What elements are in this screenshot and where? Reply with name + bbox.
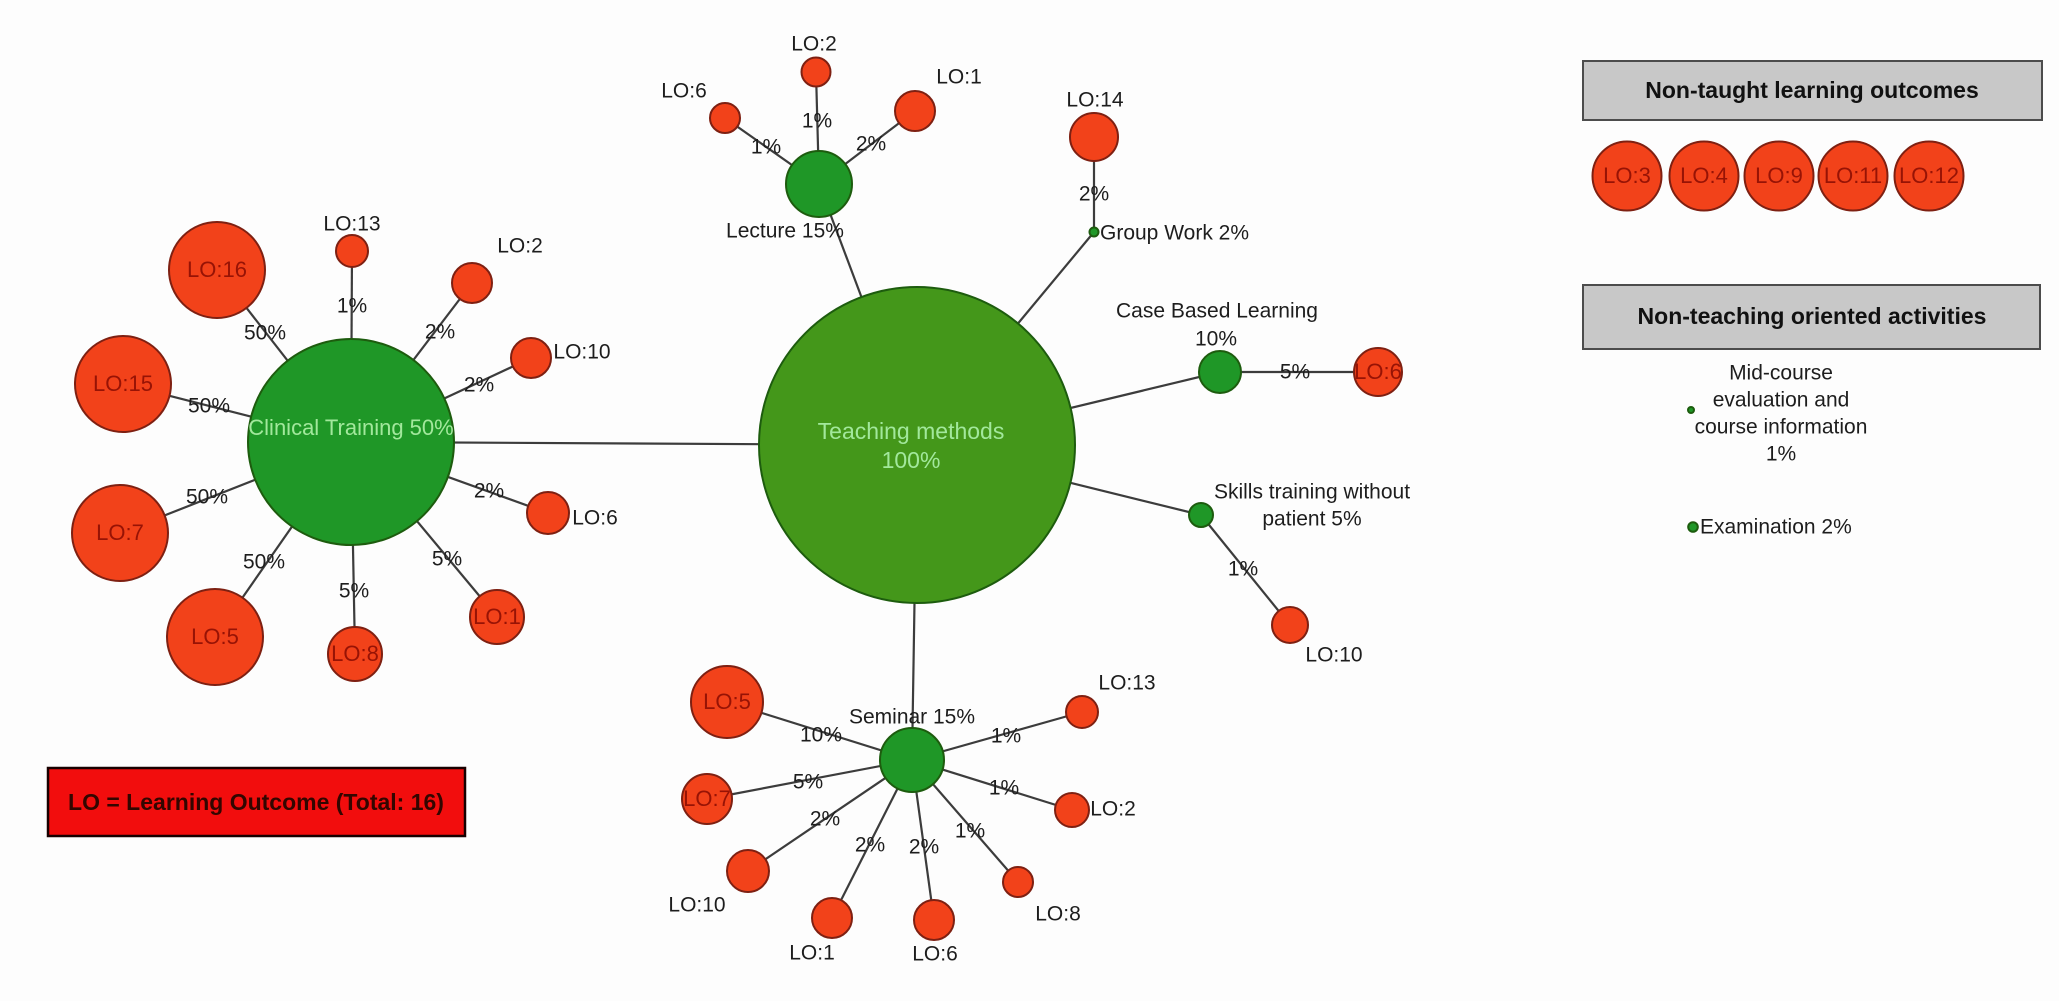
svg-text:Skills training without: Skills training without — [1214, 481, 1410, 504]
svg-text:LO:3: LO:3 — [1603, 163, 1651, 188]
svg-text:LO:2: LO:2 — [1090, 798, 1136, 821]
svg-text:LO:2: LO:2 — [791, 33, 837, 56]
svg-text:course information: course information — [1695, 416, 1868, 439]
svg-text:LO:2: LO:2 — [497, 235, 543, 258]
svg-text:2%: 2% — [856, 133, 886, 156]
svg-text:Clinical Training 50%: Clinical Training 50% — [248, 415, 453, 440]
svg-text:1%: 1% — [1228, 558, 1258, 581]
svg-text:LO:12: LO:12 — [1899, 163, 1959, 188]
svg-text:1%: 1% — [802, 110, 832, 133]
svg-text:2%: 2% — [810, 808, 840, 831]
svg-text:LO:1: LO:1 — [936, 66, 982, 89]
svg-text:1%: 1% — [337, 295, 367, 318]
svg-text:LO:5: LO:5 — [191, 624, 239, 649]
svg-text:2%: 2% — [425, 321, 455, 344]
svg-text:LO:7: LO:7 — [683, 786, 731, 811]
svg-text:LO:15: LO:15 — [93, 371, 153, 396]
svg-text:Examination 2%: Examination 2% — [1700, 516, 1852, 539]
svg-text:2%: 2% — [464, 374, 494, 397]
svg-text:1%: 1% — [1766, 443, 1796, 466]
svg-text:LO = Learning Outcome (Total:: LO = Learning Outcome (Total: 16) — [68, 789, 444, 815]
svg-text:LO:10: LO:10 — [668, 894, 725, 917]
svg-text:1%: 1% — [955, 820, 985, 843]
svg-text:LO:8: LO:8 — [331, 641, 379, 666]
svg-text:LO:6: LO:6 — [1354, 359, 1402, 384]
svg-text:Group Work 2%: Group Work 2% — [1100, 222, 1249, 245]
svg-text:evaluation and: evaluation and — [1713, 389, 1850, 412]
svg-text:Non-teaching oriented activiti: Non-teaching oriented activities — [1638, 303, 1987, 329]
svg-text:LO:11: LO:11 — [1824, 163, 1882, 188]
svg-text:50%: 50% — [243, 551, 285, 574]
svg-text:5%: 5% — [339, 580, 369, 603]
svg-text:Mid-course: Mid-course — [1729, 362, 1833, 385]
svg-text:5%: 5% — [432, 548, 462, 571]
svg-text:LO:13: LO:13 — [1098, 672, 1155, 695]
svg-text:1%: 1% — [991, 725, 1021, 748]
svg-text:LO:1: LO:1 — [789, 942, 835, 965]
svg-text:Case Based Learning: Case Based Learning — [1116, 300, 1318, 323]
svg-text:1%: 1% — [751, 136, 781, 159]
svg-text:LO:7: LO:7 — [96, 520, 144, 545]
svg-text:LO:10: LO:10 — [553, 341, 610, 364]
svg-text:2%: 2% — [474, 480, 504, 503]
svg-text:10%: 10% — [1195, 328, 1237, 351]
svg-text:2%: 2% — [909, 836, 939, 859]
svg-text:50%: 50% — [244, 322, 286, 345]
svg-text:patient 5%: patient 5% — [1262, 508, 1361, 531]
svg-text:50%: 50% — [186, 486, 228, 509]
svg-text:LO:5: LO:5 — [703, 689, 751, 714]
svg-text:100%: 100% — [882, 447, 941, 473]
svg-text:1%: 1% — [989, 777, 1019, 800]
svg-text:LO:16: LO:16 — [187, 257, 247, 282]
svg-text:LO:6: LO:6 — [572, 507, 618, 530]
svg-text:LO:6: LO:6 — [661, 80, 707, 103]
svg-text:2%: 2% — [855, 834, 885, 857]
svg-text:Non-taught learning outcomes: Non-taught learning outcomes — [1645, 77, 1979, 103]
svg-text:Lecture 15%: Lecture 15% — [726, 220, 844, 243]
svg-text:5%: 5% — [1280, 361, 1310, 384]
svg-text:LO:13: LO:13 — [323, 213, 380, 236]
svg-text:LO:10: LO:10 — [1305, 644, 1362, 667]
svg-text:LO:4: LO:4 — [1680, 163, 1728, 188]
svg-text:10%: 10% — [800, 724, 842, 747]
svg-text:LO:6: LO:6 — [912, 943, 958, 966]
svg-text:5%: 5% — [793, 771, 823, 794]
svg-text:Teaching methods: Teaching methods — [818, 418, 1005, 444]
svg-text:2%: 2% — [1079, 183, 1109, 206]
svg-text:LO:14: LO:14 — [1066, 89, 1124, 112]
svg-text:LO:1: LO:1 — [473, 604, 521, 629]
svg-text:LO:8: LO:8 — [1035, 903, 1081, 926]
svg-text:Seminar 15%: Seminar 15% — [849, 706, 975, 729]
svg-text:LO:9: LO:9 — [1755, 163, 1803, 188]
svg-text:50%: 50% — [188, 395, 230, 418]
